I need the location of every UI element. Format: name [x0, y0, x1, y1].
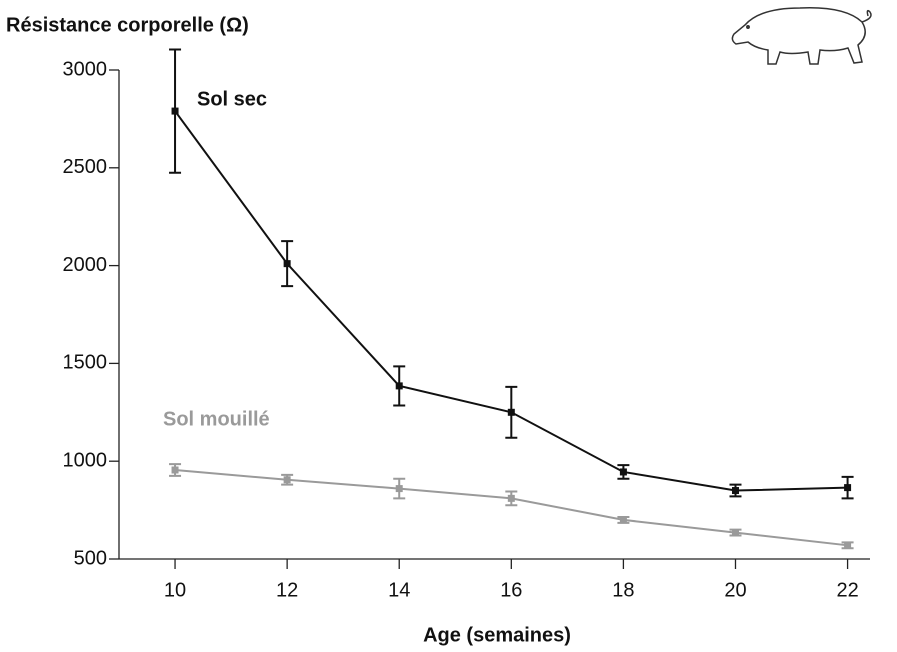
chart: Résistance corporelle (Ω) Age (semaines)… — [0, 0, 897, 652]
x-tick-label: 10 — [164, 579, 186, 601]
x-axis-label: Age (semaines) — [423, 624, 571, 646]
x-tick-label: 18 — [612, 579, 634, 601]
x-tick-label: 14 — [388, 579, 410, 601]
pig-icon — [732, 8, 871, 64]
point — [844, 542, 851, 549]
x-tick-label: 22 — [836, 579, 858, 601]
point — [620, 468, 627, 475]
point — [732, 529, 739, 536]
page: {"chart_data": {"type": "line", "title":… — [0, 0, 897, 652]
point — [508, 409, 515, 416]
point — [508, 495, 515, 502]
x-tick-label: 12 — [276, 579, 298, 601]
y-tick-label: 1000 — [63, 449, 108, 471]
point — [172, 108, 179, 115]
point — [844, 484, 851, 491]
series-label: Sol sec — [197, 88, 267, 110]
x-tick-label: 20 — [724, 579, 746, 601]
point — [396, 485, 403, 492]
y-tick-label: 2000 — [63, 254, 108, 276]
x-tick-label: 16 — [500, 579, 522, 601]
series-line — [175, 470, 848, 545]
y-tick-label: 1500 — [63, 352, 108, 374]
point — [172, 467, 179, 474]
y-tick-label: 2500 — [63, 156, 108, 178]
chart-title: Résistance corporelle (Ω) — [6, 14, 249, 36]
y-tick-label: 3000 — [63, 58, 108, 80]
point — [620, 516, 627, 523]
point — [284, 260, 291, 267]
series-label: Sol mouillé — [163, 408, 270, 430]
point — [284, 476, 291, 483]
y-tick-label: 500 — [74, 547, 107, 569]
point — [732, 487, 739, 494]
point — [396, 382, 403, 389]
